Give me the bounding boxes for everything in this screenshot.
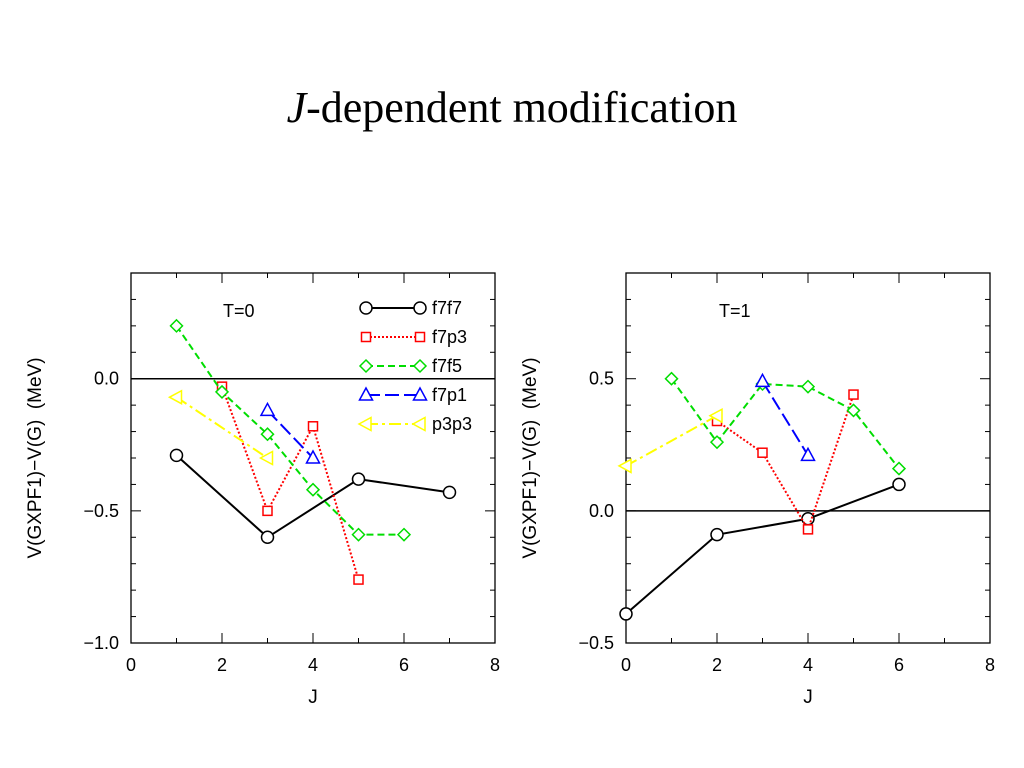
legend-label-f7f5: f7f5 <box>432 356 462 376</box>
slide-title-rest: -dependent modification <box>306 83 738 132</box>
y-axis-label: V(GXPF1)−V(G) (MeV) <box>520 357 541 558</box>
series-line-p3p3 <box>175 396 269 459</box>
series-f7p3 <box>711 389 859 535</box>
series-f7f7 <box>619 477 906 621</box>
series-f7p3 <box>216 381 364 585</box>
legend-marker-f7f5 <box>412 358 428 374</box>
legend-marker-f7p3 <box>360 331 372 343</box>
x-tick-label: 6 <box>894 655 904 675</box>
data-point-f7f7 <box>442 485 457 500</box>
series-line-f7p3 <box>716 394 855 532</box>
data-point-f7f7 <box>892 477 906 492</box>
data-point-f7f5 <box>351 527 366 542</box>
y-tick-label: 0.0 <box>589 501 614 521</box>
data-point-f7f5 <box>260 427 275 442</box>
series-line-f7p1 <box>761 380 809 456</box>
series-p3p3 <box>167 389 274 466</box>
series-line-f7f5 <box>175 325 404 536</box>
x-tick-label: 0 <box>621 655 631 675</box>
legend-marker-f7p1 <box>412 386 428 401</box>
y-tick-label: −0.5 <box>578 633 614 653</box>
series-p3p3 <box>617 407 723 474</box>
x-tick-label: 2 <box>712 655 722 675</box>
y-tick-label: 0.0 <box>94 369 119 389</box>
data-point-f7f7 <box>260 530 275 545</box>
panel-annotation: T=0 <box>223 301 255 321</box>
data-point-f7f5 <box>396 527 412 542</box>
series-f7p1 <box>754 372 816 462</box>
series-line-f7f7 <box>625 483 900 615</box>
x-tick-label: 2 <box>217 655 227 675</box>
data-point-f7f5 <box>846 403 861 418</box>
data-point-f7p1 <box>800 446 816 462</box>
series-line-f7f5 <box>670 378 900 470</box>
legend-marker-f7p3 <box>414 331 426 343</box>
x-tick-label: 6 <box>399 655 409 675</box>
legend-label-p3p3: p3p3 <box>432 414 472 434</box>
data-point-f7p3 <box>848 389 859 400</box>
data-point-p3p3 <box>708 407 723 424</box>
data-point-f7f5 <box>305 482 321 497</box>
data-point-f7p3 <box>262 505 273 517</box>
x-axis-label: J <box>308 687 318 708</box>
x-tick-label: 0 <box>126 655 136 675</box>
x-tick-label: 4 <box>308 655 318 675</box>
legend-marker-p3p3 <box>411 416 426 432</box>
series-f7p1 <box>259 401 321 464</box>
data-point-f7f7 <box>710 527 724 542</box>
y-axis-label: V(GXPF1)−V(G) (MeV) <box>25 357 46 558</box>
legend: f7f7 f7p3 f7f5 f7p1 p3p3 <box>357 298 472 434</box>
y-tick-label: −1.0 <box>83 633 119 653</box>
series-f7f7 <box>169 448 457 545</box>
legend-marker-f7p1 <box>358 386 374 401</box>
x-tick-label: 8 <box>490 655 500 675</box>
series-line-p3p3 <box>625 414 718 467</box>
legend-marker-f7f7 <box>359 301 373 315</box>
data-point-f7f7 <box>169 448 184 463</box>
legend-marker-f7f7 <box>413 301 427 315</box>
data-point-f7f5 <box>891 461 907 476</box>
chart-panel-2: 0 2 4 6 8 −0.5 0.0 0.5 J V(GXPF1)−V(G) (MeV) T=1 <box>520 272 995 708</box>
data-point-f7f5 <box>800 379 816 394</box>
slide-title-italic: J <box>286 83 307 132</box>
series-f7f5 <box>169 318 412 542</box>
legend-label-f7p3: f7p3 <box>432 327 467 347</box>
legend-label-f7p1: f7p1 <box>432 385 467 405</box>
y-tick-label: 0.5 <box>589 369 614 389</box>
legend-label-f7f7: f7f7 <box>432 298 462 318</box>
data-point-f7f5 <box>709 435 725 450</box>
data-point-f7p1 <box>259 401 276 417</box>
x-tick-label: 8 <box>985 655 995 675</box>
series-line-f7f7 <box>175 454 450 539</box>
data-point-f7f7 <box>351 472 366 486</box>
data-point-f7p1 <box>305 449 321 464</box>
data-point-p3p3 <box>258 450 274 466</box>
data-point-f7f5 <box>214 384 230 399</box>
series-line-f7p3 <box>221 386 360 580</box>
x-axis-label: J <box>803 687 813 708</box>
data-point-p3p3 <box>167 389 183 405</box>
data-point-f7p1 <box>754 372 771 388</box>
panel-annotation: T=1 <box>719 301 751 321</box>
data-point-p3p3 <box>617 458 632 474</box>
chart-panel-1: 0 2 4 6 8 −1.0 −0.5 0.0 J V(GXPF1)−V(G) (MeV) T=0 f… <box>25 272 500 708</box>
series-line-f7p1 <box>266 409 314 459</box>
data-point-f7f5 <box>664 371 679 386</box>
legend-marker-f7f5 <box>358 358 374 374</box>
x-tick-label: 4 <box>803 655 813 675</box>
data-point-f7p3 <box>307 421 319 432</box>
slide-title: J-dependent modification <box>0 82 1024 133</box>
data-point-f7p3 <box>757 447 768 458</box>
data-point-f7f7 <box>619 607 633 621</box>
data-point-f7p3 <box>802 524 814 535</box>
data-point-f7f5 <box>169 318 184 333</box>
data-point-f7p3 <box>353 574 364 585</box>
y-tick-label: −0.5 <box>83 501 119 521</box>
legend-marker-p3p3 <box>357 416 372 432</box>
